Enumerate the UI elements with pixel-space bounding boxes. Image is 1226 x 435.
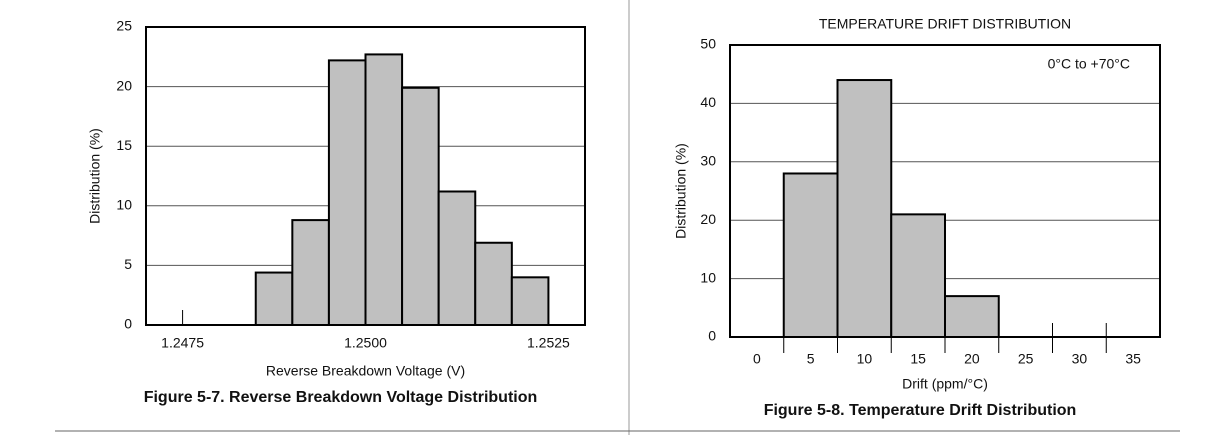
bar (437, 190, 477, 326)
x-tick-label: 1.2525 (527, 335, 570, 351)
x-tick-label: 20 (964, 351, 980, 367)
y-axis-label: Distribution (%) (87, 128, 103, 224)
y-tick-label: 50 (700, 36, 716, 52)
x-axis-label: Drift (ppm/°C) (902, 376, 988, 392)
y-tick-label: 20 (116, 77, 132, 93)
x-axis-label: Reverse Breakdown Voltage (V) (266, 363, 465, 379)
bar (474, 241, 513, 326)
y-tick-label: 0 (124, 316, 132, 332)
x-tick-label: 0 (753, 351, 761, 367)
y-tick-label: 25 (116, 18, 132, 34)
caption: Figure 5-8. Temperature Drift Distributi… (764, 402, 1077, 419)
x-tick-label: 1.2475 (161, 335, 204, 351)
bar (510, 276, 550, 327)
bar (890, 213, 946, 338)
y-tick-label: 15 (116, 137, 132, 153)
annotation: 0°C to +70°C (1048, 56, 1130, 72)
y-tick-label: 30 (700, 153, 716, 169)
bar (254, 271, 294, 326)
y-tick-label: 10 (116, 197, 132, 213)
x-tick-label: 35 (1125, 351, 1141, 367)
y-tick-label: 5 (124, 256, 132, 272)
caption: Figure 5-7. Reverse Breakdown Voltage Di… (144, 389, 538, 406)
plot-frame (145, 26, 586, 326)
bar (944, 295, 1000, 338)
x-tick-label: 1.2500 (344, 335, 387, 351)
x-tick-label: 25 (1018, 351, 1034, 367)
bar (401, 86, 440, 326)
chart-title: TEMPERATURE DRIFT DISTRIBUTION (819, 16, 1071, 32)
bar (836, 79, 893, 338)
x-tick-label: 5 (807, 351, 815, 367)
y-tick-label: 20 (700, 211, 716, 227)
y-axis-label: Distribution (%) (673, 143, 689, 239)
bar (291, 219, 330, 327)
y-tick-label: 40 (700, 94, 716, 110)
x-tick-label: 15 (910, 351, 926, 367)
x-tick-label: 10 (857, 351, 873, 367)
bar (327, 59, 367, 326)
y-tick-label: 0 (708, 328, 716, 344)
plot-frame (729, 44, 1161, 338)
bar (364, 53, 404, 327)
x-tick-label: 30 (1072, 351, 1088, 367)
y-tick-label: 10 (700, 269, 716, 285)
bar (782, 172, 839, 338)
